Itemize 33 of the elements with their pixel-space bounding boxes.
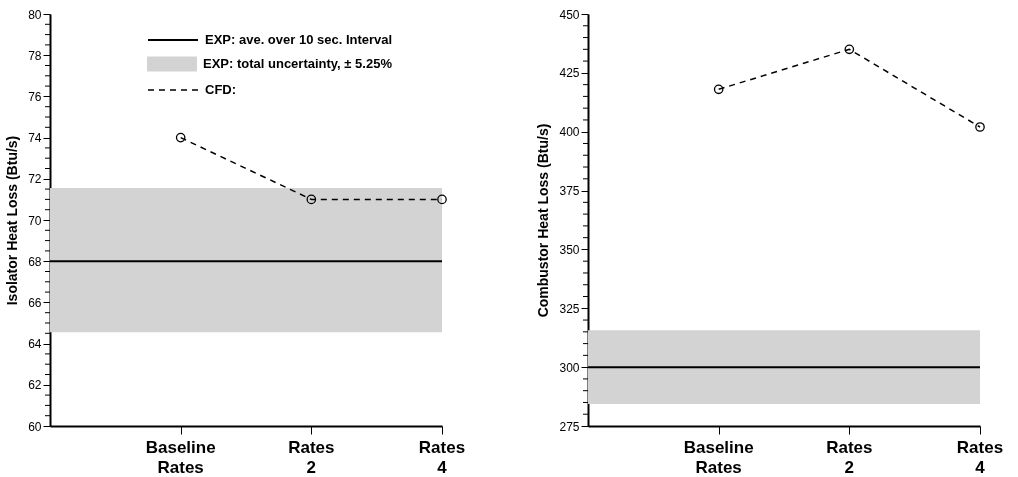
x-tick-label: Rates 2	[288, 438, 335, 477]
legend-label: CFD:	[205, 82, 237, 97]
y-tick-label: 74	[28, 131, 42, 146]
y-tick-label: 275	[559, 419, 580, 434]
y-tick-label: 64	[28, 337, 42, 352]
y-tick-label: 425	[559, 66, 580, 81]
y-tick-label: 300	[559, 360, 580, 375]
y-tick-label: 450	[559, 7, 580, 22]
x-tick-label: Rates 2	[826, 438, 873, 477]
legend-label: EXP: ave. over 10 sec. Interval	[205, 32, 393, 47]
y-tick-label: 66	[28, 295, 42, 310]
y-tick-label: 350	[559, 242, 580, 257]
y-tick-label: 68	[28, 254, 42, 269]
y-tick-label: 80	[28, 7, 42, 22]
x-tick-label: Rates 4	[418, 438, 466, 477]
y-tick-label: 375	[559, 184, 580, 199]
y-tick-label: 62	[28, 378, 42, 393]
x-tick-label: Baseline Rates	[145, 438, 216, 477]
y-axis-title: Combustor Heat Loss (Btu/s)	[535, 123, 552, 318]
y-tick-label: 400	[559, 125, 580, 140]
point	[975, 122, 985, 132]
x-tick-label: Baseline Rates	[683, 438, 754, 477]
point	[713, 84, 724, 95]
legend-label: EXP: total uncertainty, ± 5.25%	[203, 56, 393, 71]
y-tick-label: 70	[28, 213, 42, 228]
x-tick-label: Rates 4	[956, 438, 1004, 477]
y-axis-title: Isolator Heat Loss (Btu/s)	[4, 135, 21, 306]
point	[844, 44, 855, 55]
y-tick-label: 78	[28, 48, 42, 63]
y-tick-label: 60	[28, 419, 42, 434]
y-tick-label: 72	[28, 172, 42, 187]
y-tick-label: 76	[28, 89, 42, 104]
y-tick-label: 325	[559, 301, 580, 316]
